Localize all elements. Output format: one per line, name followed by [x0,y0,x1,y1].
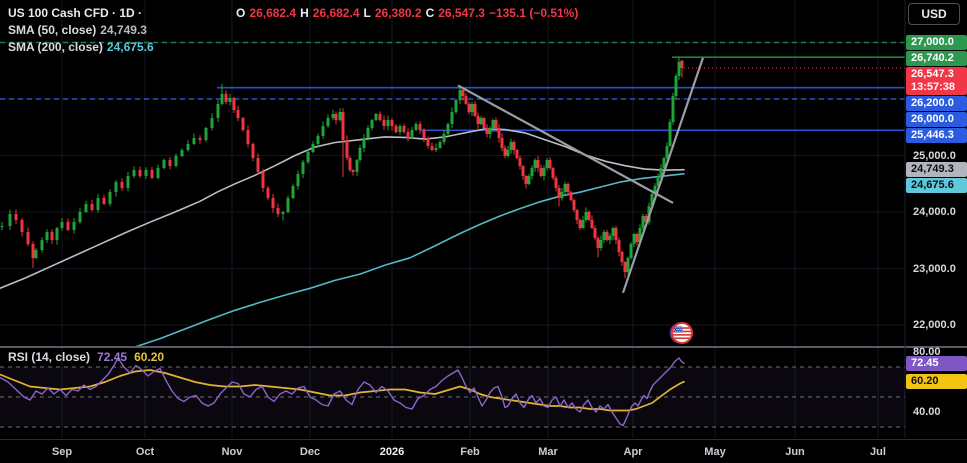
change-value: −135.1 (−0.51%) [488,6,579,20]
sma50-legend-value: 24,749.3 [100,23,147,37]
time-axis-label: Sep [51,446,73,458]
price-label-purple: 72.45 [906,355,967,371]
rsi-legend-value: 72.45 [97,350,128,364]
main-pane [0,41,905,346]
us-flag-event-icon[interactable] [669,321,695,345]
time-axis-label: Jun [785,446,805,458]
price-label-red: 26,547.3 13:57:38 [906,67,967,95]
close-value: 26,547.3 [438,6,485,20]
rsi-ma-legend-value: 60.20 [134,350,165,364]
currency-toggle-button[interactable]: USD [908,3,960,25]
chart-legend: US 100 Cash CFD · 1D · O 26,682.4 H 26,682… [8,5,578,56]
time-axis[interactable]: Sep Oct Nov Dec 2026 Feb Mar Apr May Jun Jul [0,439,967,463]
time-axis-label: Nov [221,446,243,458]
price-tick: 22,000.0 [913,319,956,331]
price-axis[interactable]: 25,000.0 24,000.0 23,000.0 22,000.0 80.00 40.… [905,0,967,439]
sma200-legend-value: 24,675.6 [106,40,154,54]
symbol-title[interactable]: US 100 Cash CFD · 1D · [8,6,143,20]
time-axis-label: Dec [299,446,321,458]
price-tick: 24,000.0 [913,206,956,218]
sma200-legend-label[interactable]: SMA (200, close) [8,40,103,54]
time-axis-label: Apr [623,446,643,458]
high-value: 26,682.4 [312,6,360,20]
price-tick: 25,000.0 [913,149,956,162]
time-axis-label: Oct [135,446,155,458]
open-value: 26,682.4 [249,6,297,20]
price-label-green: 27,000.0 [906,35,967,50]
time-axis-label: Mar [538,446,558,458]
rsi-tick: 40.00 [913,406,941,418]
ohlc-readout: O 26,682.4 H 26,682.4 L 26,380.2 C 26,547.3 … [236,6,579,20]
time-axis-label: May [704,446,726,458]
time-axis-label: Feb [460,446,480,458]
price-label-blue: 26,000.0 [906,112,967,127]
price-label-yellow: 60.20 [906,374,967,390]
rsi-tick: 80.00 [913,346,941,358]
price-label-gray: 24,749.3 [906,162,967,178]
price-label-cyan: 24,675.6 [906,178,967,194]
sma50-legend-label[interactable]: SMA (50, close) [8,23,97,37]
price-label-blue: 25,446.3 [906,128,967,143]
price-tick: 23,000.0 [913,262,956,275]
low-value: 26,380.2 [374,6,422,20]
countdown-timer: 13:57:38 [911,81,956,93]
price-label-blue: 26,200.0 [906,96,967,111]
time-axis-label: Jul [870,446,886,458]
rsi-legend-label[interactable]: RSI (14, close) [8,350,91,364]
time-axis-label: 2026 [379,446,405,458]
price-label-green: 26,740.2 [906,51,967,66]
candles [0,57,684,279]
rsi-pane [0,357,905,428]
rsi-legend: RSI (14, close) 72.45 60.20 [8,350,164,364]
